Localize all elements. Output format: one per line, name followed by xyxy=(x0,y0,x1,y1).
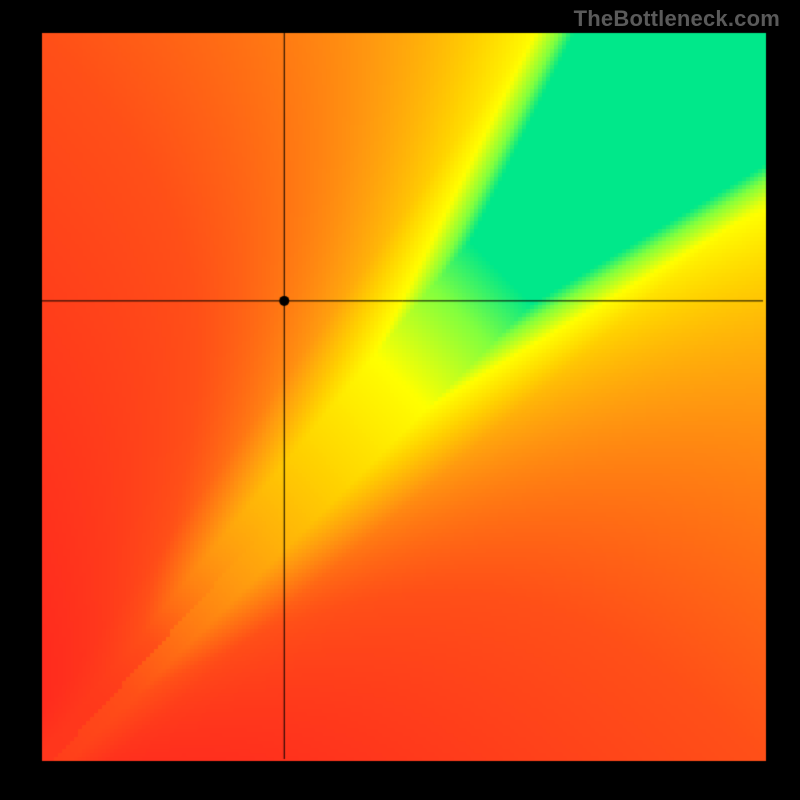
heatmap-canvas xyxy=(0,0,800,800)
chart-container: TheBottleneck.com xyxy=(0,0,800,800)
watermark-text: TheBottleneck.com xyxy=(574,6,780,32)
